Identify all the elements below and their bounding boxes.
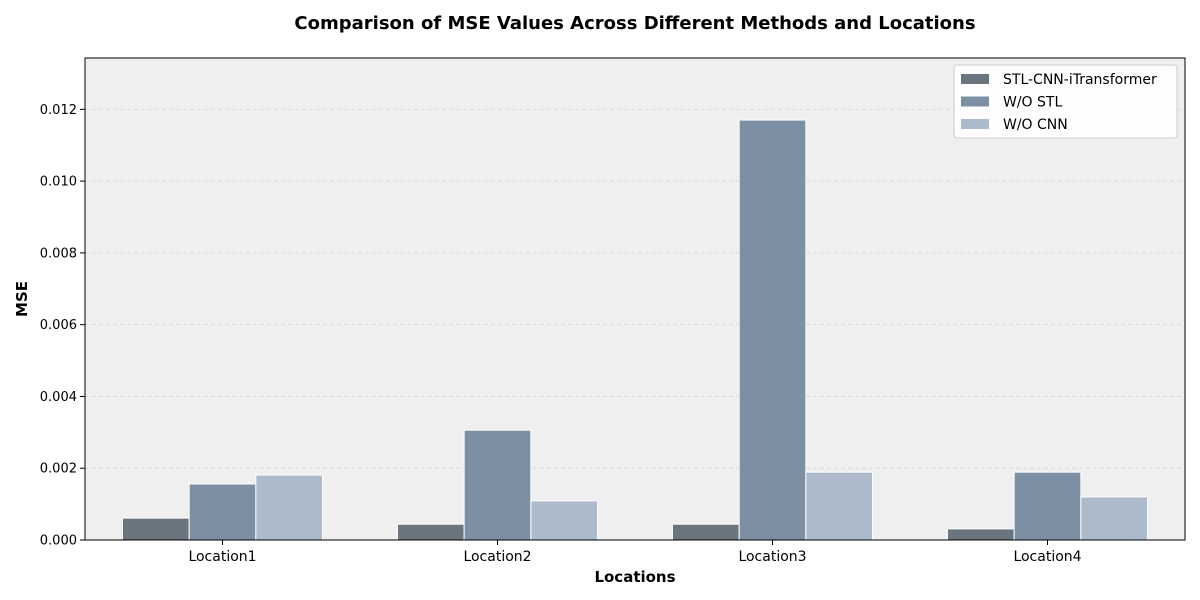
- x-tick-label: Location3: [738, 549, 806, 565]
- legend: STL-CNN-iTransformer W/O STL W/O CNN: [953, 64, 1178, 139]
- plot-frame: [84, 57, 1186, 541]
- bar: [946, 528, 1015, 541]
- x-tick-label: Location4: [1013, 549, 1081, 565]
- bar: [188, 483, 257, 541]
- bar: [255, 474, 324, 541]
- bar: [738, 119, 807, 541]
- legend-swatch: [961, 96, 989, 107]
- grid-lines: [85, 108, 1185, 469]
- x-axis-label: Locations: [594, 568, 675, 586]
- y-tick-label: 0.000: [40, 534, 77, 549]
- x-tick-label: Location2: [463, 549, 531, 565]
- x-axis-ticks: Location1 Location2 Location3 Location4: [188, 540, 1082, 565]
- bar: [1080, 496, 1149, 541]
- y-axis-label: MSE: [13, 281, 31, 317]
- bar: [1013, 471, 1082, 541]
- y-tick-label: 0.008: [40, 246, 77, 261]
- bar: [805, 471, 874, 541]
- bar: [121, 517, 190, 541]
- y-tick-label: 0.010: [40, 175, 77, 190]
- legend-swatch: [961, 119, 989, 129]
- y-axis-ticks: 0.000 0.002 0.004 0.006 0.008 0.010 0.012: [40, 103, 85, 549]
- y-tick-label: 0.002: [40, 462, 77, 477]
- y-tick-label: 0.004: [40, 390, 77, 405]
- x-tick-label: Location1: [188, 549, 256, 565]
- bar: [671, 523, 740, 541]
- legend-label: STL-CNN-iTransformer: [1003, 72, 1157, 88]
- legend-box: [953, 64, 1178, 139]
- legend-swatch: [961, 74, 989, 84]
- y-tick-label: 0.006: [40, 318, 77, 333]
- bar: [396, 523, 465, 541]
- chart-title: Comparison of MSE Values Across Differen…: [294, 13, 975, 34]
- bars: [121, 119, 1149, 541]
- legend-label: W/O STL: [1003, 95, 1062, 111]
- bar: [530, 500, 599, 541]
- y-tick-label: 0.012: [40, 103, 77, 118]
- bar: [463, 429, 532, 541]
- legend-label: W/O CNN: [1003, 117, 1068, 133]
